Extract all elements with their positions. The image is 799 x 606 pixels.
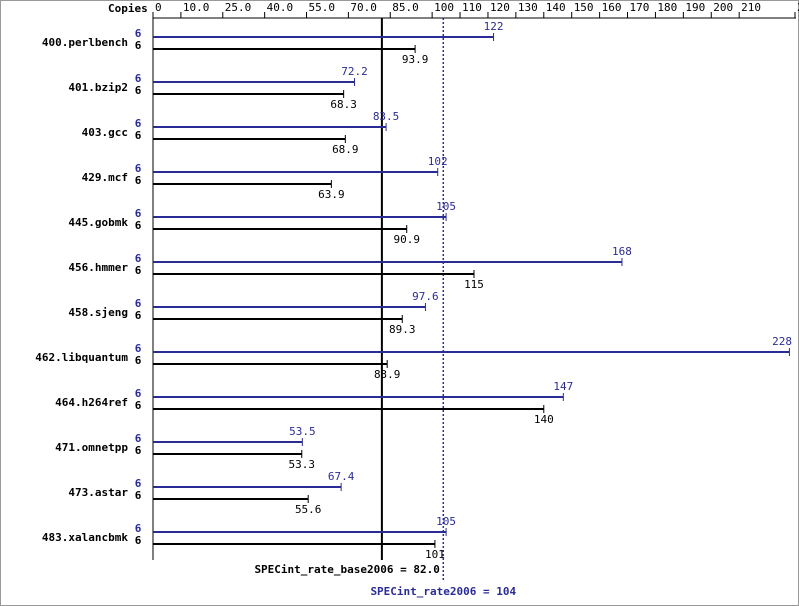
x-tick-label: 70.0: [350, 1, 377, 14]
copies-label: 6: [135, 72, 142, 85]
value-label: 168: [612, 245, 632, 258]
x-tick-label: 200: [713, 1, 733, 14]
copies-label: 6: [135, 219, 142, 232]
category-label: 400.perlbench: [42, 36, 128, 49]
copies-label: 6: [135, 489, 142, 502]
value-label: 67.4: [328, 470, 355, 483]
x-tick-label: 0: [155, 1, 162, 14]
copies-label: 6: [135, 444, 142, 457]
x-tick-label: 10.0: [183, 1, 210, 14]
category-label: 403.gcc: [82, 126, 128, 139]
x-tick-label: 160: [602, 1, 622, 14]
category-label: 458.sjeng: [68, 306, 128, 319]
value-label: 83.9: [374, 368, 401, 381]
copies-label: 6: [135, 117, 142, 130]
copies-label: 6: [135, 342, 142, 355]
copies-label: 6: [135, 534, 142, 547]
copies-label: 6: [135, 27, 142, 40]
x-tick-label: 180: [657, 1, 677, 14]
x-tick-label: 190: [685, 1, 705, 14]
value-label: 122: [484, 20, 504, 33]
copies-label: 6: [135, 84, 142, 97]
value-label: 55.6: [295, 503, 322, 516]
x-tick-label: 230: [797, 1, 799, 14]
x-tick-label: 150: [574, 1, 594, 14]
x-tick-label: 140: [546, 1, 566, 14]
x-tick-label: 120: [490, 1, 510, 14]
value-label: 72.2: [341, 65, 368, 78]
copies-label: 6: [135, 387, 142, 400]
copies-label: 6: [135, 399, 142, 412]
value-label: 53.3: [289, 458, 316, 471]
copies-label: 6: [135, 174, 142, 187]
x-tick-label: 110: [462, 1, 482, 14]
copies-label: 6: [135, 252, 142, 265]
copies-label: 6: [135, 162, 142, 175]
value-label: 90.9: [393, 233, 420, 246]
x-tick-label: 85.0: [392, 1, 419, 14]
category-label: 462.libquantum: [35, 351, 128, 364]
copies-label: 6: [135, 207, 142, 220]
value-label: 228: [772, 335, 792, 348]
x-tick-label: 170: [630, 1, 650, 14]
value-label: 101: [425, 548, 445, 561]
value-label: 102: [428, 155, 448, 168]
value-label: 97.6: [412, 290, 439, 303]
x-tick-label: 55.0: [309, 1, 336, 14]
value-label: 63.9: [318, 188, 345, 201]
copies-label: 6: [135, 264, 142, 277]
category-label: 483.xalancbmk: [42, 531, 128, 544]
category-label: 464.h264ref: [55, 396, 128, 409]
copies-label: 6: [135, 432, 142, 445]
reference-label: SPECint_rate_base2006 = 82.0: [254, 563, 439, 576]
x-tick-label: 40.0: [267, 1, 294, 14]
x-tick-label: 100: [434, 1, 454, 14]
x-tick-label: 210: [741, 1, 761, 14]
copies-label: 6: [135, 129, 142, 142]
copies-label: 6: [135, 354, 142, 367]
value-label: 147: [553, 380, 573, 393]
category-label: 429.mcf: [82, 171, 128, 184]
category-label: 473.astar: [68, 486, 128, 499]
value-label: 105: [436, 200, 456, 213]
x-tick-label: 130: [518, 1, 538, 14]
value-label: 89.3: [389, 323, 416, 336]
copies-label: 6: [135, 297, 142, 310]
copies-label: 6: [135, 309, 142, 322]
value-label: 105: [436, 515, 456, 528]
reference-label: SPECint_rate2006 = 104: [370, 585, 516, 598]
category-label: 456.hmmer: [68, 261, 128, 274]
value-label: 93.9: [402, 53, 429, 66]
value-label: 140: [534, 413, 554, 426]
copies-label: 6: [135, 39, 142, 52]
category-label: 471.omnetpp: [55, 441, 128, 454]
category-label: 401.bzip2: [68, 81, 128, 94]
value-label: 115: [464, 278, 484, 291]
x-tick-label: 25.0: [225, 1, 252, 14]
value-label: 53.5: [289, 425, 316, 438]
value-label: 68.9: [332, 143, 359, 156]
axis-label: Copies: [108, 2, 148, 15]
category-label: 445.gobmk: [68, 216, 128, 229]
copies-label: 6: [135, 522, 142, 535]
value-label: 83.5: [373, 110, 400, 123]
value-label: 68.3: [330, 98, 357, 111]
copies-label: 6: [135, 477, 142, 490]
